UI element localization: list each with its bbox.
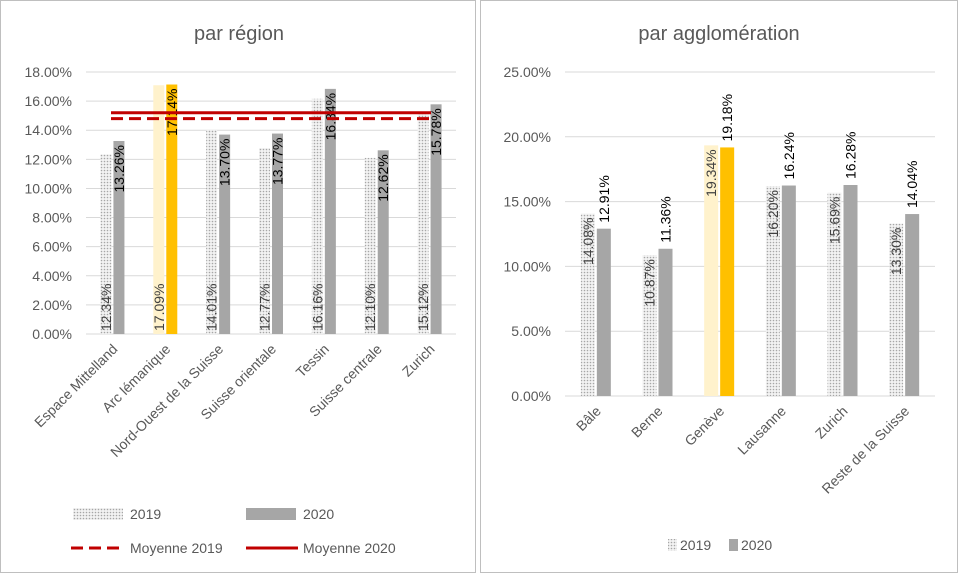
legend-swatch-2019 [668, 539, 677, 551]
bar-2019-reste-de-la-suisse [889, 223, 904, 396]
x-tick-label: Tessin [293, 341, 332, 380]
y-tick-label: 6.00% [32, 239, 72, 255]
bar-2020-arc-lemanique [166, 84, 178, 334]
bar-2019-nord-ouest-de-la-suisse [206, 130, 218, 334]
y-tick-label: 14.00% [25, 122, 72, 138]
data-label-2020: 15.78% [428, 108, 444, 155]
data-label-2020: 12.91% [596, 175, 612, 222]
data-label-2020: 16.24% [781, 132, 797, 179]
data-label-2020: 12.62% [375, 154, 391, 201]
x-tick-label: Zurich [812, 403, 851, 442]
y-tick-label: 2.00% [32, 297, 72, 313]
data-label-2020: 19.18% [719, 94, 735, 141]
data-label-2019: 16.20% [765, 190, 781, 237]
bar-2019-suisse-centrale [364, 157, 376, 334]
legend-swatch-2020 [246, 508, 296, 520]
x-tick-label: Lausanne [734, 403, 789, 458]
region-chart-panel: par région 0.00% 2.00% 4.00% 6.00% 8.00% 10.00… [0, 0, 476, 573]
data-label-2019: 19.34% [703, 149, 719, 196]
y-tick-label: 10.00% [504, 258, 551, 274]
data-label-2019: 17.09% [151, 284, 167, 331]
bar-2020-berne [658, 248, 673, 396]
legend-label-2020: 2020 [741, 537, 772, 553]
data-label-2020: 16.28% [843, 132, 859, 179]
legend-label-2020: 2020 [303, 506, 334, 522]
y-tick-label: 8.00% [32, 210, 72, 226]
bar-2019-bale [580, 213, 595, 396]
bar-2019-zurich [417, 113, 429, 334]
data-label-2019: 10.87% [642, 259, 658, 306]
y-tick-label: 0.00% [32, 326, 72, 342]
bar-2020-zurich [430, 104, 442, 335]
region-chart-svg: par région 0.00% 2.00% 4.00% 6.00% 8.00% 10.00… [25, 23, 456, 556]
bar-2020-lausanne [781, 185, 796, 396]
bar-2019-geneve [704, 145, 719, 396]
data-label-2019: 12.10% [362, 284, 378, 331]
bar-2019-zurich [827, 192, 842, 396]
data-label-2020: 16.84% [322, 93, 338, 140]
bar-2020-nord-ouest-de-la-suisse [219, 134, 231, 334]
bar-2020-bale [596, 228, 611, 396]
legend-label-2019: 2019 [680, 537, 711, 553]
bar-2019-berne [642, 255, 657, 396]
y-tick-label: 4.00% [32, 268, 72, 284]
y-tick-label: 5.00% [511, 323, 551, 339]
x-tick-label: Zurich [399, 341, 438, 380]
data-label-2019: 12.34% [98, 284, 114, 331]
legend-label-2019: 2019 [130, 506, 161, 522]
y-tick-label: 0.00% [511, 388, 551, 404]
legend-swatch-2019 [73, 508, 123, 520]
data-label-2019: 14.08% [580, 218, 596, 265]
chart-title: par agglomération [638, 23, 799, 45]
bar-2020-tessin [324, 88, 336, 334]
bar-2019-lausanne [765, 186, 780, 396]
legend-label-moyenne-2020: Moyenne 2020 [303, 540, 396, 556]
bar-2020-suisse-orientale [272, 133, 283, 334]
y-tick-label: 20.00% [504, 129, 551, 145]
bar-2020-zurich [843, 185, 858, 396]
bar-2020-espace-mittelland [113, 140, 125, 334]
data-label-2019: 15.69% [827, 197, 843, 244]
data-label-2019: 15.12% [415, 284, 431, 331]
x-tick-label: Espace Mittelland [31, 341, 120, 430]
data-label-2020: 14.04% [904, 161, 920, 208]
y-tick-label: 16.00% [25, 93, 72, 109]
bar-2019-espace-mittelland [100, 154, 112, 334]
data-label-2019: 12.77% [257, 284, 273, 331]
bar-2019-suisse-orientale [259, 148, 270, 334]
data-label-2019: 16.16% [309, 284, 325, 331]
bar-2019-arc-lemanique [153, 85, 165, 335]
bar-2020-suisse-centrale [377, 150, 389, 334]
data-label-2020: 11.36% [658, 196, 674, 242]
bar-2019-tessin [311, 98, 323, 334]
chart-title: par région [194, 23, 284, 45]
legend-swatch-2020 [729, 539, 738, 551]
agglomeration-chart-panel: par agglomération 0.00% 5.00% 10.00% 15.00% 2… [480, 0, 958, 573]
agglomeration-chart-svg: par agglomération 0.00% 5.00% 10.00% 15.00% 2… [504, 23, 935, 553]
y-tick-label: 18.00% [25, 64, 72, 80]
y-tick-label: 25.00% [504, 64, 551, 80]
legend-label-moyenne-2019: Moyenne 2019 [130, 540, 223, 556]
bar-2020-geneve [720, 147, 735, 396]
data-label-2020: 13.70% [217, 139, 233, 186]
y-tick-label: 12.00% [25, 151, 72, 167]
data-label-2019: 13.30% [888, 228, 904, 275]
bar-2020-reste-de-la-suisse [905, 214, 920, 396]
x-tick-label: Bâle [573, 403, 604, 434]
data-label-2020: 13.77% [270, 138, 286, 185]
data-label-2020: 13.26% [111, 145, 127, 192]
y-tick-label: 10.00% [25, 180, 72, 196]
data-label-2019: 14.01% [204, 284, 220, 331]
x-tick-label: Berne [628, 403, 666, 441]
y-tick-label: 15.00% [504, 194, 551, 210]
x-tick-label: Genève [681, 403, 727, 449]
